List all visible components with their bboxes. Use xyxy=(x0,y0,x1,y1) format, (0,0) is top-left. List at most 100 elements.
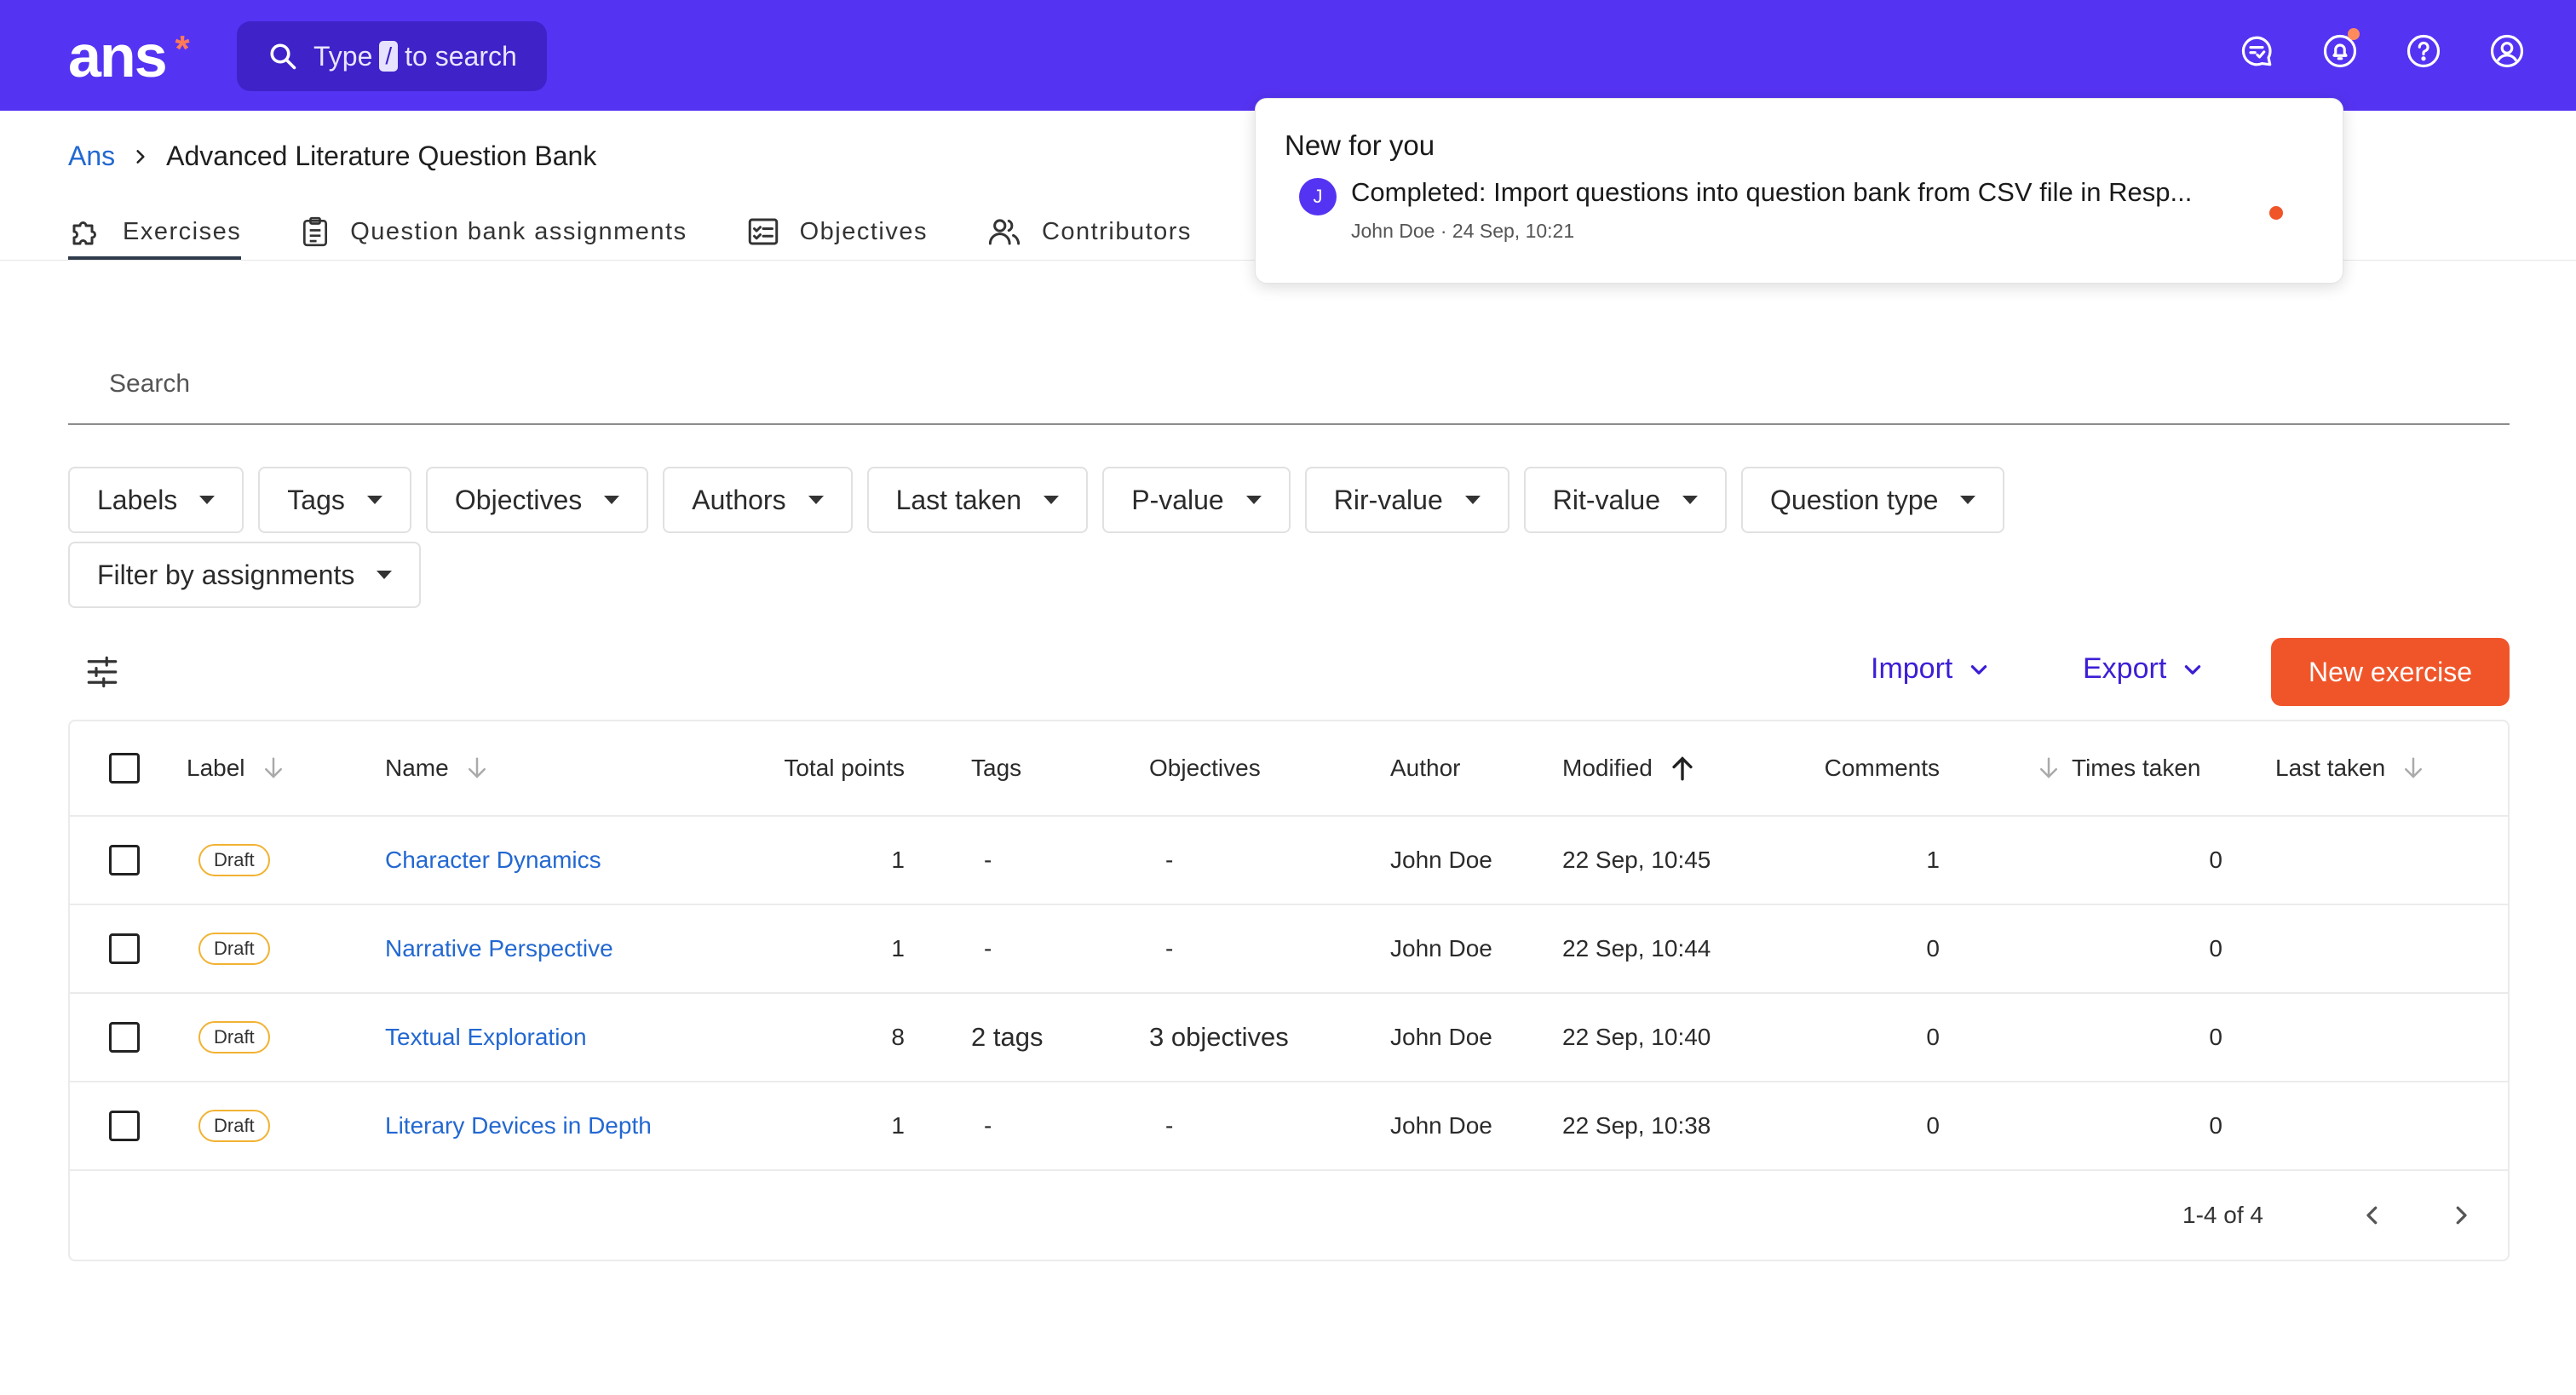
notification-popup: New for you J Completed: Import question… xyxy=(1255,98,2343,284)
filter-question-type[interactable]: Question type xyxy=(1741,467,2005,533)
tab-label: Exercises xyxy=(123,217,242,245)
filter-objectives[interactable]: Objectives xyxy=(425,467,649,533)
logo-text: ans xyxy=(68,23,168,89)
header-text: Last taken xyxy=(2275,755,2386,781)
app-logo[interactable]: ans * xyxy=(68,22,190,90)
unread-dot xyxy=(2269,206,2283,220)
column-last-taken[interactable]: Last taken xyxy=(2275,721,2426,815)
exercise-name-link[interactable]: Narrative Perspective xyxy=(385,935,613,962)
comments-value: 1 xyxy=(1926,847,1940,873)
search-hint-suffix: to search xyxy=(405,40,517,72)
tab-objectives[interactable]: Objectives xyxy=(745,204,928,259)
exercises-table: Label Name Total points Tags Objectives … xyxy=(68,720,2510,1261)
filter-label: Rit-value xyxy=(1552,484,1661,515)
logo-mark: * xyxy=(175,28,190,70)
caret-down-icon xyxy=(604,496,620,504)
modified-value: 22 Sep, 10:40 xyxy=(1562,1024,1711,1050)
help-icon[interactable] xyxy=(2406,33,2441,69)
filter-label: Authors xyxy=(692,484,786,515)
times-taken-value: 0 xyxy=(2209,1024,2222,1050)
column-name[interactable]: Name xyxy=(385,721,490,815)
chevron-down-icon xyxy=(2185,664,2201,675)
column-modified[interactable]: Modified xyxy=(1562,721,1697,815)
bell-icon[interactable] xyxy=(2322,28,2360,69)
chevron-down-icon xyxy=(1971,664,1987,675)
filter-rit-value[interactable]: Rit-value xyxy=(1523,467,1728,533)
column-label[interactable]: Label xyxy=(187,721,286,815)
column-tags: Tags xyxy=(971,721,1021,815)
notification-meta: John Doe · 24 Sep, 10:21 xyxy=(1351,220,1575,242)
objectives-value: - xyxy=(1165,1112,1174,1139)
exercise-name-link[interactable]: Literary Devices in Depth xyxy=(385,1112,652,1139)
filter-label: Labels xyxy=(97,484,178,515)
sort-arrow-icon xyxy=(468,757,486,778)
header-text: Comments xyxy=(1824,755,1940,781)
header-text: Objectives xyxy=(1149,755,1261,781)
search-hint-prefix: Type xyxy=(313,40,373,72)
total-points: 1 xyxy=(891,847,905,873)
row-checkbox[interactable] xyxy=(109,845,140,875)
tab-contributors[interactable]: Contributors xyxy=(986,204,1192,259)
sort-arrow-up-icon xyxy=(1672,756,1693,781)
filter-label: Filter by assignments xyxy=(97,559,355,590)
row-checkbox[interactable] xyxy=(109,1111,140,1141)
column-settings-icon[interactable] xyxy=(83,654,121,694)
user-icon[interactable] xyxy=(2489,33,2525,69)
filter-rir-value[interactable]: Rir-value xyxy=(1304,467,1509,533)
column-times-taken[interactable]: Times taken xyxy=(2036,721,2200,815)
table-row[interactable]: Draft Narrative Perspective 1 - - John D… xyxy=(70,905,2508,994)
chat-check-icon[interactable] xyxy=(2239,33,2274,69)
sort-arrow-icon xyxy=(2405,757,2423,778)
header-text: Times taken xyxy=(2072,755,2201,781)
table-row[interactable]: Draft Literary Devices in Depth 1 - - Jo… xyxy=(70,1082,2508,1171)
caret-down-icon xyxy=(1464,496,1481,504)
export-button[interactable]: Export xyxy=(2083,652,2204,686)
row-checkbox[interactable] xyxy=(109,933,140,964)
total-points: 1 xyxy=(891,1112,905,1139)
import-button[interactable]: Import xyxy=(1871,652,1990,686)
filter-label: Objectives xyxy=(454,484,583,515)
notification-message[interactable]: Completed: Import questions into questio… xyxy=(1351,177,2193,207)
tab-question-bank-assignments[interactable]: Question bank assignments xyxy=(299,204,687,259)
tab-exercises[interactable]: Exercises xyxy=(68,204,242,260)
tags-value: - xyxy=(984,1112,992,1139)
filter-tags[interactable]: Tags xyxy=(258,467,411,533)
chevron-right-icon xyxy=(2456,1206,2467,1225)
comments-value: 0 xyxy=(1926,1024,1940,1050)
export-label: Export xyxy=(2083,652,2167,685)
author-value: John Doe xyxy=(1390,1024,1492,1050)
new-exercise-button[interactable]: New exercise xyxy=(2271,638,2510,706)
caret-down-icon xyxy=(1682,496,1699,504)
column-objectives: Objectives xyxy=(1149,721,1261,815)
exercise-name-link[interactable]: Textual Exploration xyxy=(385,1024,587,1050)
column-comments: Comments xyxy=(1774,721,1940,815)
total-points: 1 xyxy=(891,935,905,962)
tags-value[interactable]: 2 tags xyxy=(971,1022,1044,1052)
objectives-value[interactable]: 3 objectives xyxy=(1149,1022,1289,1052)
caret-down-icon xyxy=(199,496,216,504)
filter-label: Last taken xyxy=(895,484,1022,515)
table-row[interactable]: Draft Character Dynamics 1 - - John Doe … xyxy=(70,817,2508,905)
filter-last-taken[interactable]: Last taken xyxy=(866,467,1089,533)
filter-labels[interactable]: Labels xyxy=(68,467,244,533)
breadcrumb-root[interactable]: Ans xyxy=(68,141,116,171)
row-checkbox[interactable] xyxy=(109,1022,140,1053)
objectives-value: - xyxy=(1165,847,1174,873)
global-search[interactable]: Type / to search xyxy=(237,21,547,91)
tags-value: - xyxy=(984,935,992,962)
filter-authors[interactable]: Authors xyxy=(663,467,853,533)
header-text: Label xyxy=(187,755,245,781)
filter-bar: Labels Tags Objectives Authors Last take… xyxy=(68,467,2368,608)
prev-page-button[interactable] xyxy=(2360,1171,2385,1260)
filter-p-value[interactable]: P-value xyxy=(1102,467,1291,533)
caret-down-icon xyxy=(377,571,393,579)
modified-value: 22 Sep, 10:38 xyxy=(1562,1112,1711,1139)
notification-dot xyxy=(2348,28,2360,40)
search-input[interactable] xyxy=(68,345,2510,423)
select-all-checkbox[interactable] xyxy=(109,753,140,784)
times-taken-value: 0 xyxy=(2209,847,2222,873)
table-row[interactable]: Draft Textual Exploration 8 2 tags 3 obj… xyxy=(70,994,2508,1082)
next-page-button[interactable] xyxy=(2448,1171,2474,1260)
filter-by-assignments[interactable]: Filter by assignments xyxy=(68,542,422,608)
exercise-name-link[interactable]: Character Dynamics xyxy=(385,847,601,873)
